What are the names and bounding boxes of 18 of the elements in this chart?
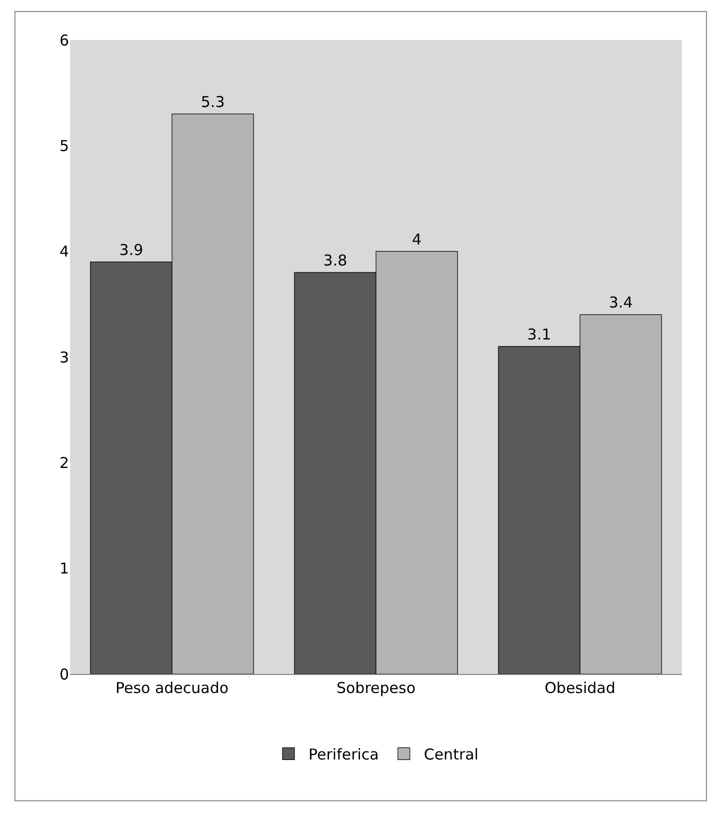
y-tick-label: 0 (59, 665, 69, 684)
x-tick-label: Sobrepeso (336, 679, 416, 697)
y-tick-label: 5 (59, 136, 69, 155)
data-label: 3.4 (608, 294, 633, 312)
data-label: 3.9 (119, 240, 144, 259)
data-label: 3.8 (323, 251, 348, 270)
x-tick-label: Peso adecuado (115, 679, 229, 697)
data-label: 3.1 (527, 325, 552, 344)
y-tick-label: 2 (59, 454, 69, 472)
y-tick-label: 6 (59, 31, 69, 50)
legend-label: Periferica (308, 746, 379, 764)
legend-label: Central (424, 746, 478, 764)
y-tick-label: 1 (59, 560, 69, 578)
y-tick-label: 3 (59, 348, 69, 366)
data-label: 4 (412, 230, 422, 248)
y-tick-label: 4 (59, 242, 69, 261)
data-label: 5.3 (200, 92, 225, 111)
x-tick-label: Obesidad (544, 679, 616, 697)
